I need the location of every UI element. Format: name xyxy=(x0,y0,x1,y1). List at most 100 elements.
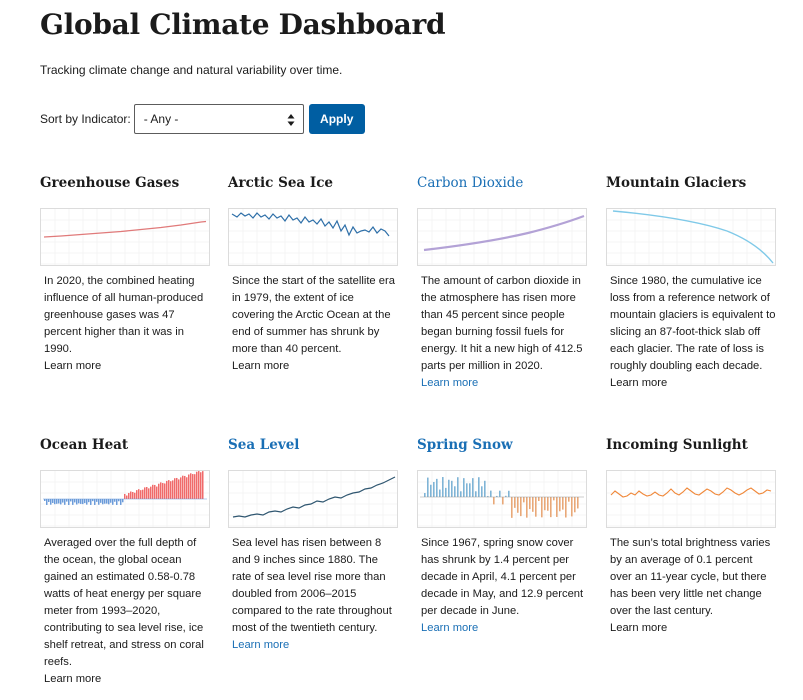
card-description-text: Sea level has risen between 8 and 9 inch… xyxy=(232,537,392,634)
up-down-arrows-icon xyxy=(287,114,295,126)
chart-incoming-sunlight[interactable] xyxy=(606,470,776,528)
spring-snow-bar xyxy=(541,497,543,518)
ocean-heat-bar xyxy=(74,499,76,503)
card-title-ocean-heat[interactable]: Ocean Heat xyxy=(40,437,129,453)
ocean-heat-bar xyxy=(110,499,112,503)
card-description-text: Averaged over the full depth of the ocea… xyxy=(44,537,204,668)
apply-button[interactable]: Apply xyxy=(308,104,365,134)
chart-sea-level[interactable] xyxy=(228,470,398,528)
card-title-spring-snow[interactable]: Spring Snow xyxy=(417,437,513,453)
spring-snow-bar xyxy=(475,491,477,497)
learn-more-link[interactable]: Learn more xyxy=(610,377,668,389)
spring-snow-bar xyxy=(526,497,528,518)
spring-snow-bar xyxy=(463,478,465,497)
chart-ocean-heat[interactable] xyxy=(40,470,210,528)
learn-more-link[interactable]: Learn more xyxy=(232,360,290,372)
chart-greenhouse-gases[interactable] xyxy=(40,208,210,266)
ocean-heat-bar xyxy=(48,499,50,503)
ocean-heat-bar xyxy=(136,490,138,499)
card-title-greenhouse-gases[interactable]: Greenhouse Gases xyxy=(40,175,180,191)
card-description: Since 1967, spring snow cover has shrunk… xyxy=(421,535,587,637)
spring-snow-bar xyxy=(499,490,501,497)
ocean-heat-bar xyxy=(118,499,120,502)
chart-mountain-glaciers[interactable] xyxy=(606,208,776,266)
arctic-sea-ice-line xyxy=(231,212,390,237)
spring-snow-bar xyxy=(430,484,432,497)
ocean-heat-bar xyxy=(64,499,66,505)
card-title-incoming-sunlight[interactable]: Incoming Sunlight xyxy=(606,437,748,453)
chart-arctic-sea-ice[interactable] xyxy=(228,208,398,266)
spring-snow-bar xyxy=(496,495,498,497)
spring-snow-bar xyxy=(502,497,504,505)
learn-more-link[interactable]: Learn more xyxy=(421,622,479,634)
ocean-heat-bar xyxy=(46,499,48,505)
learn-more-link[interactable]: Learn more xyxy=(232,639,290,651)
card-title-arctic-sea-ice[interactable]: Arctic Sea Ice xyxy=(228,175,334,191)
chart-carbon-dioxide[interactable] xyxy=(417,208,587,266)
ocean-heat-bar xyxy=(58,499,60,504)
spring-snow-bar xyxy=(520,497,522,517)
sea-level-line xyxy=(232,476,396,518)
ocean-heat-bar xyxy=(130,491,132,499)
spring-snow-bar xyxy=(568,497,570,502)
mountain-glaciers-line xyxy=(612,210,774,264)
ocean-heat-bar xyxy=(152,484,154,499)
mountain-glaciers-chart-icon xyxy=(607,209,775,265)
learn-more-link[interactable]: Learn more xyxy=(44,673,102,685)
card-description: The amount of carbon dioxide in the atmo… xyxy=(421,273,587,392)
ocean-heat-bar xyxy=(78,499,80,504)
card-ocean-heat: Ocean Heat Averaged over the full depth … xyxy=(40,437,210,685)
card-description-text: The sun’s total brightness varies by an … xyxy=(610,537,771,617)
card-description: Averaged over the full depth of the ocea… xyxy=(44,535,210,688)
ocean-heat-bar xyxy=(188,474,190,499)
ocean-heat-bar xyxy=(178,479,180,499)
spring-snow-bar xyxy=(574,497,576,513)
ocean-heat-bar xyxy=(202,471,204,499)
ocean-heat-bar xyxy=(132,492,134,499)
ocean-heat-bar xyxy=(96,499,98,502)
ocean-heat-bar xyxy=(150,486,152,499)
card-description: Sea level has risen between 8 and 9 inch… xyxy=(232,535,398,654)
ocean-heat-bar xyxy=(190,473,192,499)
ocean-heat-bar xyxy=(182,475,184,499)
card-sea-level: Sea Level Sea level has risen between 8 … xyxy=(228,437,398,651)
ocean-heat-bar xyxy=(186,477,188,499)
ocean-heat-bar xyxy=(102,499,104,505)
spring-snow-bar xyxy=(508,490,510,497)
spring-snow-bar xyxy=(493,497,495,505)
ocean-heat-bar xyxy=(90,499,92,505)
card-title-carbon-dioxide[interactable]: Carbon Dioxide xyxy=(417,175,524,191)
ocean-heat-bar xyxy=(116,499,118,505)
chart-spring-snow[interactable] xyxy=(417,470,587,528)
card-spring-snow: Spring Snow Since 1967, spring snow cove… xyxy=(417,437,587,634)
learn-more-link[interactable]: Learn more xyxy=(610,622,668,634)
learn-more-link[interactable]: Learn more xyxy=(421,377,479,389)
ocean-heat-bar xyxy=(184,475,186,499)
sea-level-chart-icon xyxy=(229,471,397,527)
indicator-select[interactable]: - Any - xyxy=(133,104,304,134)
spring-snow-bar xyxy=(535,497,537,517)
learn-more-link[interactable]: Learn more xyxy=(44,360,102,372)
ocean-heat-bar xyxy=(144,487,146,499)
spring-snow-bar xyxy=(547,497,549,511)
ocean-heat-bar xyxy=(154,484,156,499)
ocean-heat-bar xyxy=(168,480,170,499)
spring-snow-bar xyxy=(424,493,426,497)
ocean-heat-bar xyxy=(94,499,96,505)
card-description: The sun’s total brightness varies by an … xyxy=(610,535,776,637)
ocean-heat-bar xyxy=(62,499,64,503)
ocean-heat-bar xyxy=(192,474,194,499)
ocean-heat-bar xyxy=(76,499,78,505)
spring-snow-bar xyxy=(439,489,441,497)
ocean-heat-bar xyxy=(174,478,176,499)
spring-snow-bar xyxy=(571,497,573,517)
ocean-heat-bar xyxy=(56,499,58,504)
ocean-heat-bar xyxy=(92,499,94,502)
card-title-mountain-glaciers[interactable]: Mountain Glaciers xyxy=(606,175,747,191)
spring-snow-bar xyxy=(478,477,480,497)
spring-snow-bar xyxy=(550,497,552,518)
card-title-sea-level[interactable]: Sea Level xyxy=(228,437,300,453)
ocean-heat-bar xyxy=(172,480,174,499)
spring-snow-bar xyxy=(457,477,459,497)
